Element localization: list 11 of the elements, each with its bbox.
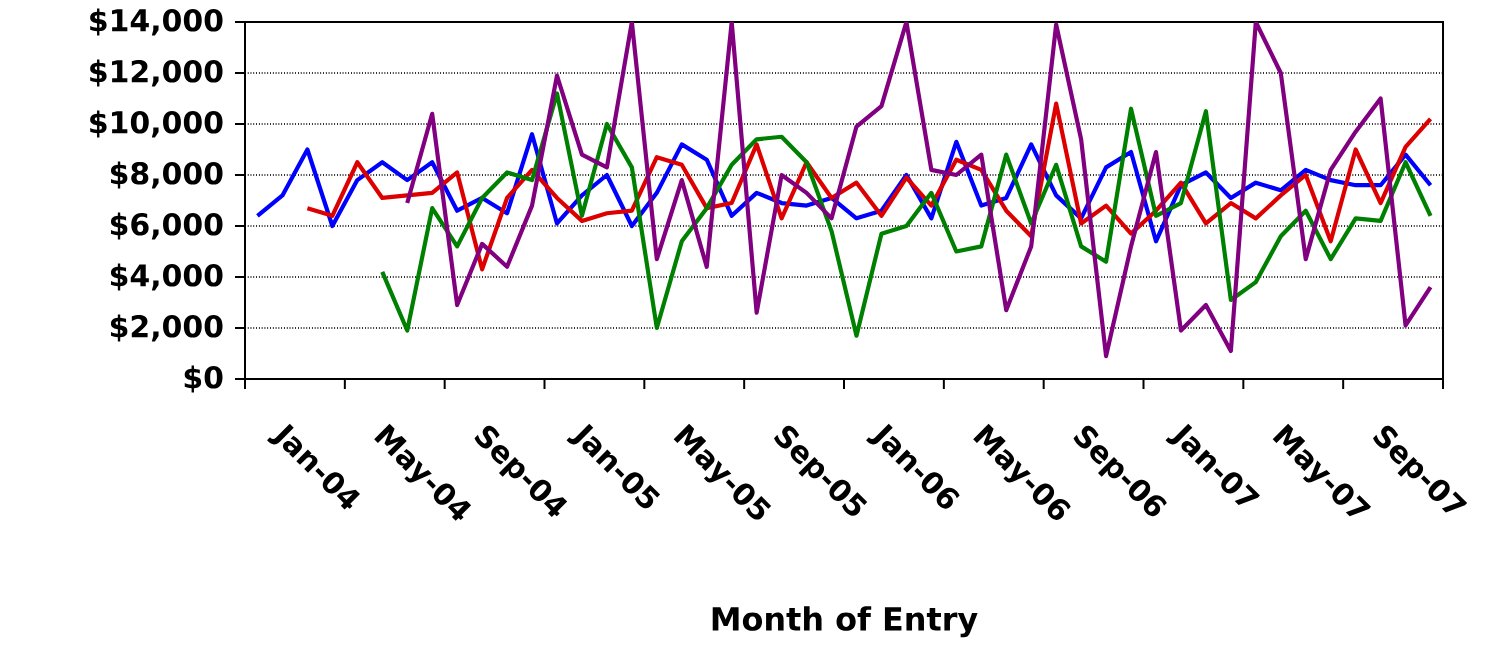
line-series bbox=[405, 22, 1433, 359]
x-axis-title: Month of Entry bbox=[712, 606, 978, 638]
y-tick-label: $10,000 bbox=[90, 110, 223, 138]
y-tick-label: $2,000 bbox=[110, 314, 223, 342]
y-tick-label: $4,000 bbox=[110, 263, 223, 291]
y-tick-label: $12,000 bbox=[90, 59, 223, 87]
y-tick-label: $8,000 bbox=[110, 161, 223, 189]
y-tick-label: $0 bbox=[184, 365, 223, 393]
line-series bbox=[380, 91, 1433, 338]
y-tick-label: $6,000 bbox=[110, 212, 223, 240]
y-tick-label: $14,000 bbox=[90, 8, 223, 36]
